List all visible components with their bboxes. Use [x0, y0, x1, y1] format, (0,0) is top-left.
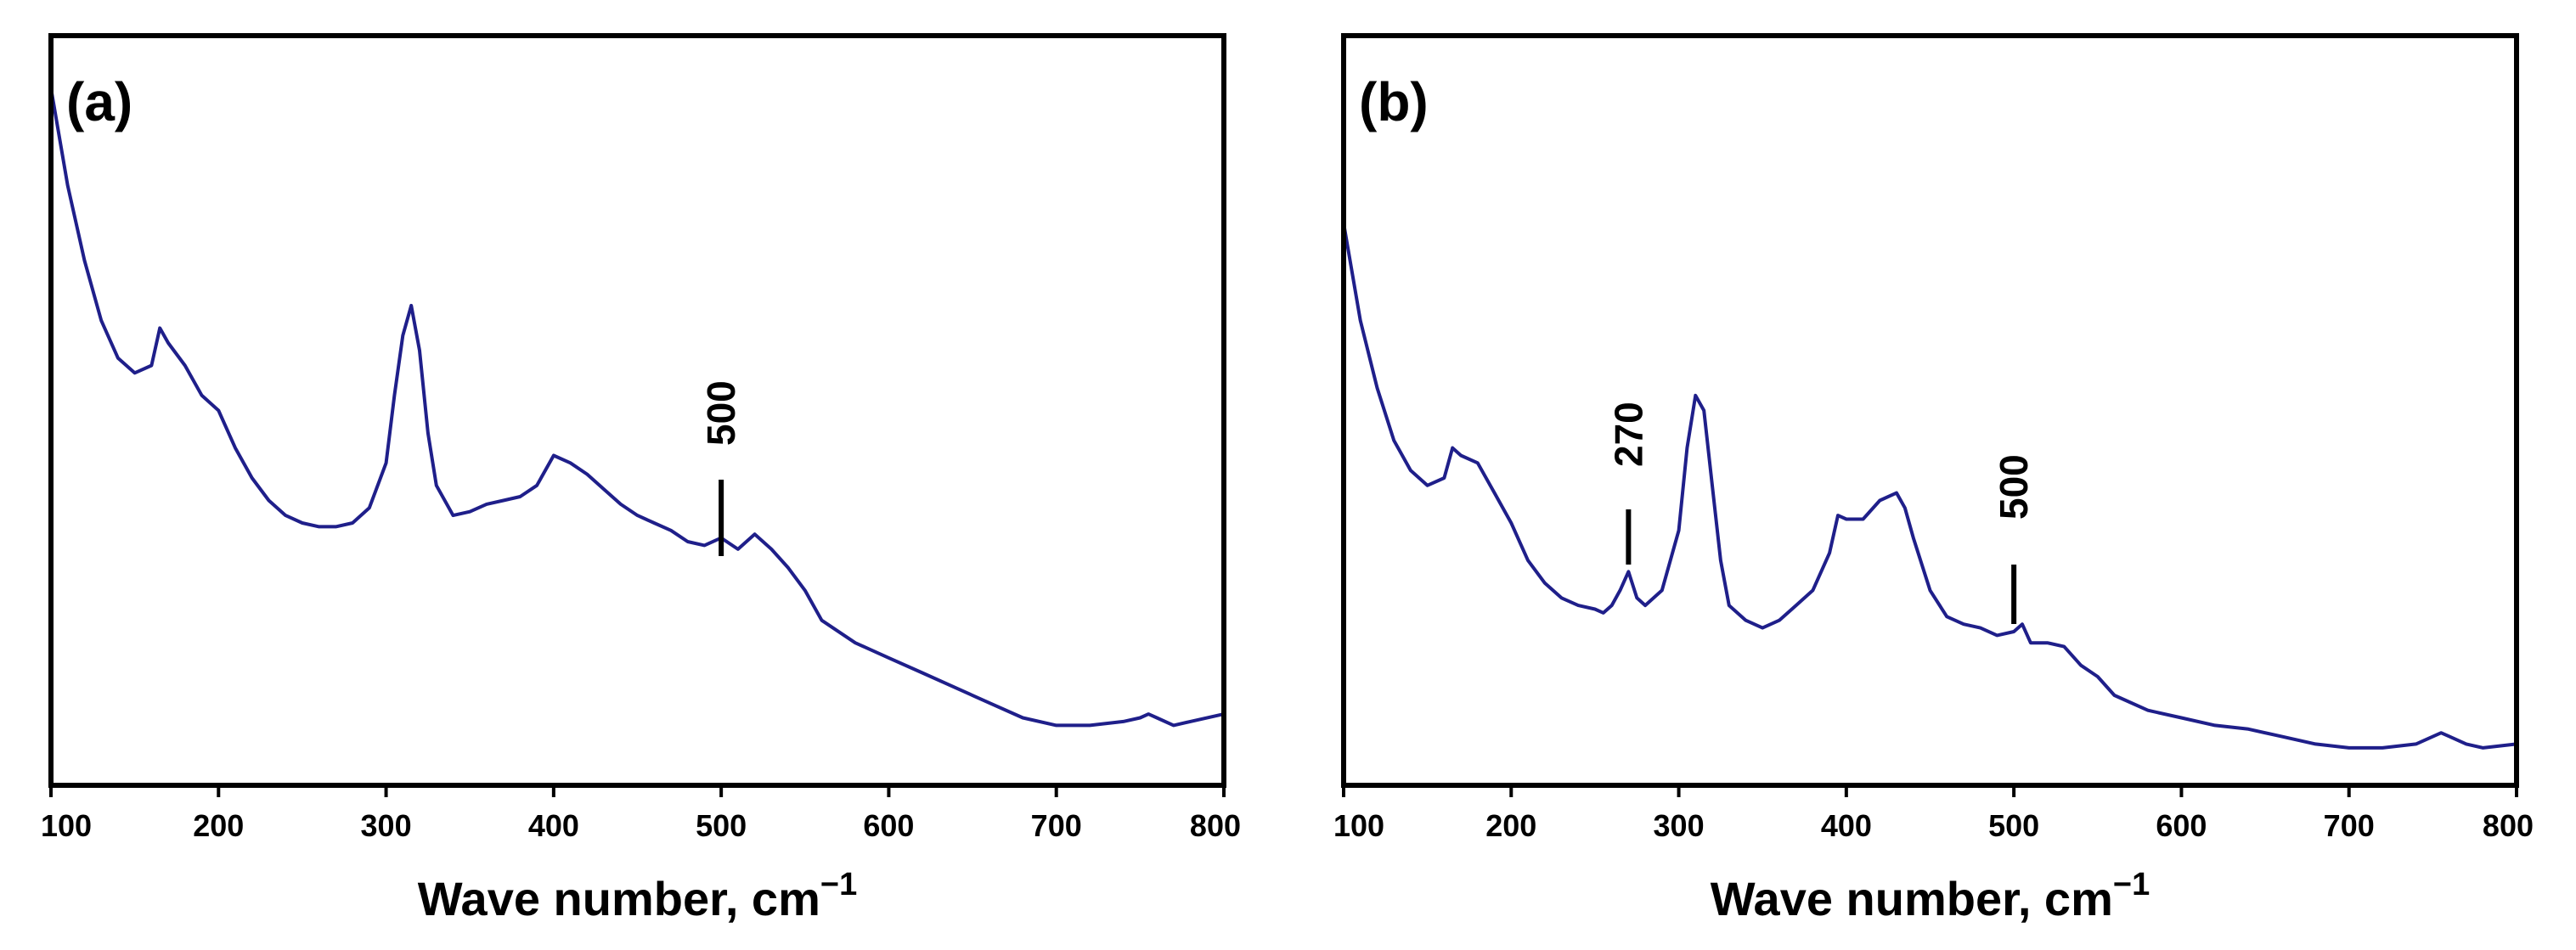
x-tick-label-a-400: 400 — [528, 808, 579, 843]
panel-label-a: (a) — [66, 71, 132, 132]
annotation-label-b-500: 500 — [1992, 454, 2036, 520]
x-tick-label-b-500: 500 — [1988, 808, 2039, 843]
x-tick-label-a-500: 500 — [696, 808, 747, 843]
annotation-label-b-270: 270 — [1606, 402, 1650, 467]
x-axis-label-b: Wave number, cm−1 — [1711, 867, 2150, 925]
x-tick-label-b-200: 200 — [1485, 808, 1536, 843]
x-tick-label-b-600: 600 — [2156, 808, 2207, 843]
x-axis-label-a: Wave number, cm−1 — [418, 867, 857, 925]
panel-b: 100 200 300 400 500 600 700 800 Wave number, cm−… — [1333, 33, 2534, 925]
panel-label-b: (b) — [1359, 71, 1429, 132]
x-tick-label-b-700: 700 — [2324, 808, 2375, 843]
x-tick-label-a-100: 100 — [41, 808, 92, 843]
x-axis-label-text-b: Wave number, cm — [1711, 872, 2113, 925]
x-tick-label-a-700: 700 — [1031, 808, 1082, 843]
annotation-label-a-500: 500 — [699, 380, 743, 446]
x-tick-label-b-400: 400 — [1821, 808, 1872, 843]
x-axis-label-text-a: Wave number, cm — [418, 872, 820, 925]
x-tick-label-a-600: 600 — [863, 808, 914, 843]
plot-frame-b — [1341, 33, 2519, 788]
x-tick-label-a-300: 300 — [361, 808, 412, 843]
x-axis-label-superscript-a: −1 — [820, 867, 857, 902]
x-tick-label-b-100: 100 — [1333, 808, 1384, 843]
plot-frame-a — [48, 33, 1226, 788]
series-line-a-0 — [49, 87, 1225, 728]
x-axis-label-superscript-b: −1 — [2113, 867, 2150, 902]
x-tick-label-a-800: 800 — [1190, 808, 1241, 843]
series-line-b-0 — [1342, 222, 2517, 750]
x-tick-label-b-300: 300 — [1654, 808, 1705, 843]
x-tick-label-a-200: 200 — [193, 808, 244, 843]
panel-a: 100 200 300 400 500 600 700 800 Wave number, cm−… — [41, 33, 1241, 925]
x-tick-label-b-800: 800 — [2483, 808, 2534, 843]
